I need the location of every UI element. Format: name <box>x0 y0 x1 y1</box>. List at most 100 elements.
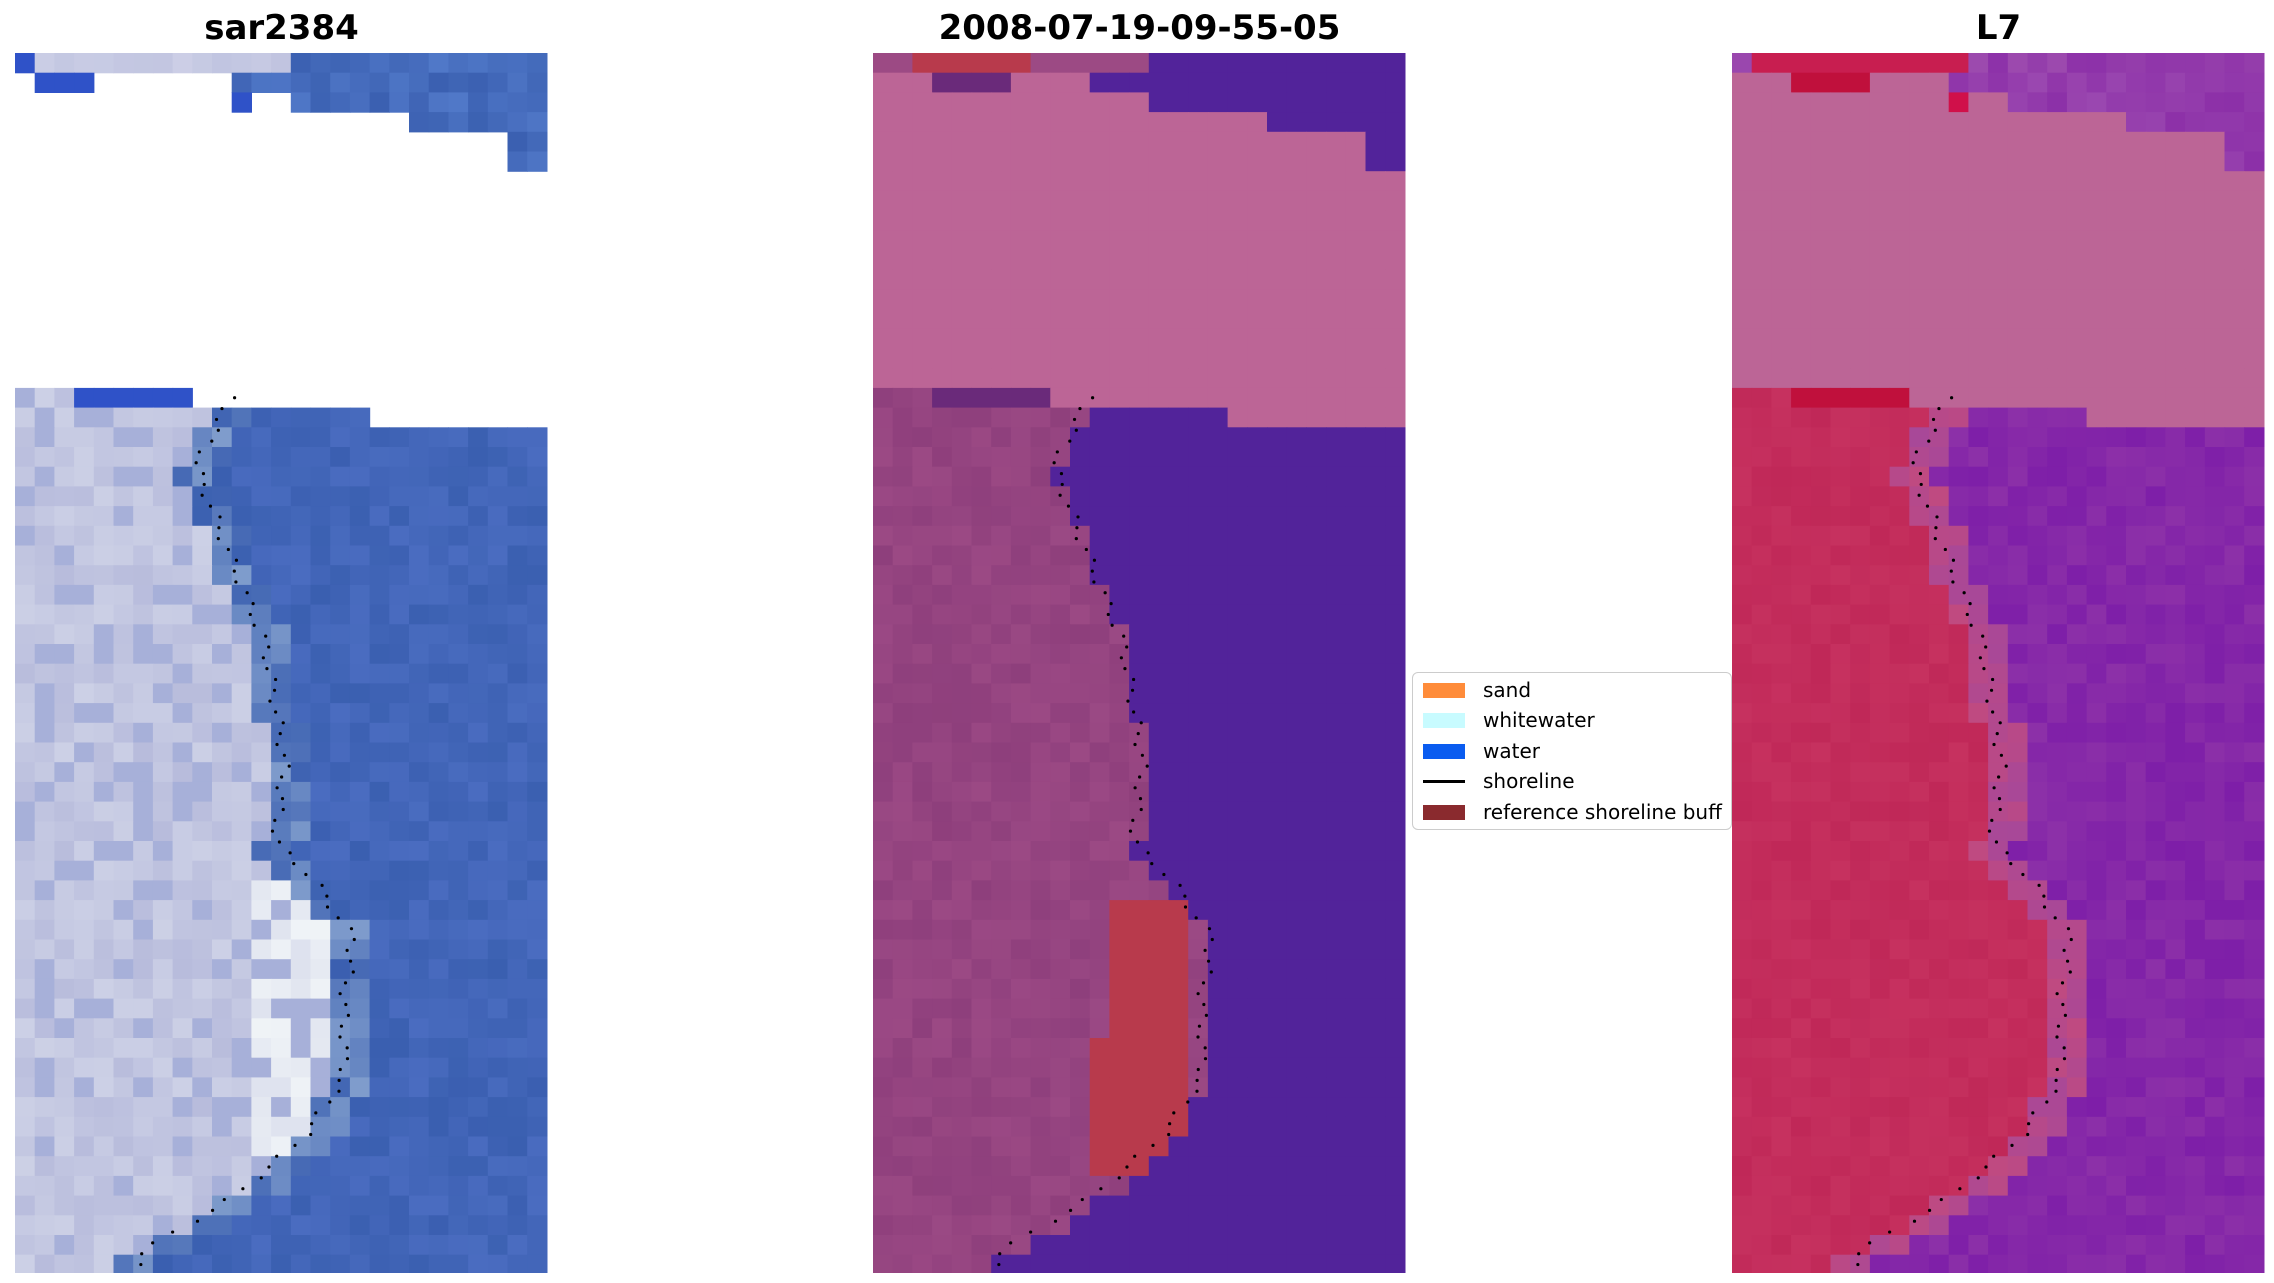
rgb-pixel <box>468 959 489 980</box>
rgb-pixel <box>152 939 174 960</box>
rgb-pixel <box>330 1057 351 1078</box>
class-pixel <box>1188 112 1209 133</box>
class-pixel <box>951 230 973 251</box>
rgb-pixel <box>310 53 331 74</box>
class-pixel <box>1050 447 1071 468</box>
class-pixel <box>1050 92 1071 113</box>
class-pixel <box>971 1156 992 1177</box>
rgb-pixel <box>231 919 252 941</box>
class-pixel <box>1070 978 1091 1000</box>
rgb-pixel <box>330 1235 351 1256</box>
class-pixel <box>1148 289 1170 310</box>
shoreline-point <box>1131 818 1135 822</box>
rgb-pixel <box>113 703 134 724</box>
class-pixel <box>1030 151 1051 172</box>
class-pixel <box>1030 112 1051 133</box>
class-pixel <box>912 959 933 980</box>
class-pixel <box>1148 1038 1170 1059</box>
index-pixel <box>2204 1038 2226 1059</box>
index-pixel <box>2224 230 2245 251</box>
index-pixel <box>1869 663 1891 684</box>
class-pixel <box>1010 1018 1032 1039</box>
class-pixel <box>1148 230 1170 251</box>
index-pixel <box>1830 722 1851 744</box>
class-pixel <box>932 939 953 960</box>
index-pixel <box>1988 959 2009 980</box>
index-pixel <box>2204 624 2226 645</box>
index-pixel <box>1948 328 1969 350</box>
panel-title-rgb: sar2384 <box>204 8 359 48</box>
index-pixel <box>2106 466 2127 487</box>
rgb-pixel <box>428 762 449 783</box>
class-pixel <box>1207 1057 1229 1078</box>
index-pixel <box>2224 1077 2245 1098</box>
index-pixel <box>1850 1175 1871 1197</box>
class-pixel <box>1050 151 1071 172</box>
index-pixel <box>2106 171 2127 192</box>
shoreline-point <box>339 1024 344 1028</box>
shoreline-point <box>1856 1262 1860 1267</box>
class-pixel <box>1207 900 1229 921</box>
index-pixel <box>2165 368 2186 389</box>
index-pixel <box>1810 584 1832 606</box>
class-pixel <box>1188 1097 1209 1118</box>
index-pixel <box>1751 939 1772 960</box>
class-pixel <box>1188 171 1209 192</box>
index-pixel <box>1732 939 1753 960</box>
index-pixel <box>1751 1156 1772 1177</box>
shoreline-point <box>1931 417 1936 422</box>
rgb-pixel <box>330 1038 351 1059</box>
class-pixel <box>1188 407 1209 428</box>
shoreline-point <box>210 1208 215 1212</box>
index-pixel <box>2007 309 2029 330</box>
index-pixel <box>2086 683 2107 704</box>
index-pixel <box>1988 171 2009 192</box>
rgb-pixel <box>93 880 115 901</box>
index-pixel <box>2204 1116 2226 1138</box>
index-pixel <box>1810 1254 1832 1273</box>
index-pixel <box>2165 506 2186 527</box>
shoreline-point <box>1133 1154 1137 1158</box>
index-pixel <box>1830 703 1851 724</box>
index-pixel <box>1732 663 1753 684</box>
rgb-pixel <box>468 1235 489 1256</box>
class-pixel <box>912 210 933 231</box>
rgb-pixel <box>212 565 233 586</box>
rgb-pixel <box>192 447 213 468</box>
class-pixel <box>1070 1116 1091 1138</box>
index-pixel <box>1791 1057 1812 1078</box>
shoreline-point <box>287 764 291 768</box>
class-pixel <box>1345 328 1367 350</box>
class-pixel <box>1306 131 1327 153</box>
rgb-pixel <box>389 466 410 487</box>
shoreline-point <box>1074 428 1078 432</box>
class-pixel <box>1188 486 1209 507</box>
index-pixel <box>1830 427 1851 448</box>
rgb-pixel <box>369 1038 390 1059</box>
rgb-pixel <box>133 900 154 921</box>
index-pixel <box>1968 1156 1989 1177</box>
index-pixel <box>2086 900 2107 921</box>
class-pixel <box>991 486 1012 507</box>
rgb-pixel <box>93 683 115 704</box>
rgb-pixel <box>93 959 115 980</box>
rgb-pixel <box>172 722 193 744</box>
class-pixel <box>932 250 953 271</box>
class-pixel <box>1306 1215 1327 1236</box>
rgb-pixel <box>74 1175 95 1197</box>
rgb-pixel <box>330 1254 351 1273</box>
index-pixel <box>2007 486 2029 507</box>
shoreline-point <box>259 1176 263 1180</box>
index-pixel <box>2086 604 2107 625</box>
class-pixel <box>1227 171 1248 192</box>
rgb-pixel <box>428 722 449 744</box>
rgb-pixel <box>54 821 75 842</box>
class-pixel <box>1010 72 1032 93</box>
rgb-pixel <box>349 92 371 113</box>
class-pixel <box>1188 210 1209 231</box>
class-pixel <box>1247 703 1268 724</box>
index-pixel <box>1810 210 1832 231</box>
class-pixel <box>1365 919 1386 941</box>
class-pixel <box>1089 289 1110 310</box>
class-pixel <box>971 131 992 153</box>
